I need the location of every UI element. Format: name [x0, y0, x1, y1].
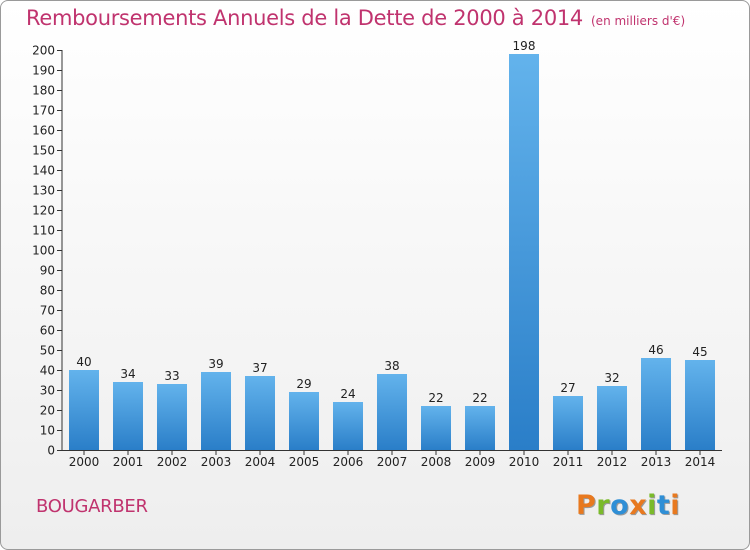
y-tick-label: 140: [32, 164, 55, 178]
logo-letter: i: [670, 490, 681, 521]
y-tick-label: 40: [40, 364, 55, 378]
x-tick-label-2005: 2005: [289, 455, 320, 469]
bar-2002: [157, 384, 187, 450]
chart-title-text: Remboursements Annuels de la Dette de 20…: [26, 6, 583, 30]
bar-2006: [333, 402, 363, 450]
logo-letter: x: [629, 490, 648, 521]
bar-2000: [69, 370, 99, 450]
value-label-2004: 37: [252, 361, 267, 375]
logo-letter: i: [647, 490, 657, 521]
bar-2007: [377, 374, 407, 450]
y-tick-label: 190: [32, 64, 55, 78]
x-tick-label-2004: 2004: [245, 455, 276, 469]
y-tick-label: 70: [40, 304, 55, 318]
bar-2005: [289, 392, 319, 450]
bar-2001: [113, 382, 143, 450]
value-label-2001: 34: [120, 367, 135, 381]
y-tick-label: 150: [32, 144, 55, 158]
x-tick-label-2009: 2009: [465, 455, 496, 469]
logo-letter: t: [656, 490, 671, 521]
x-tick-label-2003: 2003: [201, 455, 232, 469]
value-label-2012: 32: [604, 371, 619, 385]
y-axis: 0 10 20 30 40 50 60 70 80 90 100 110 120 130 140 150 160…: [32, 44, 63, 458]
value-label-2014: 45: [692, 345, 707, 359]
bar-2008: [421, 406, 451, 450]
y-tick-label: 160: [32, 124, 55, 138]
bar-2013: [641, 358, 671, 450]
bar-2011: [553, 396, 583, 450]
value-label-2011: 27: [560, 381, 575, 395]
y-tick-label: 0: [47, 444, 55, 458]
x-tick-label-2012: 2012: [597, 455, 628, 469]
y-tick-label: 20: [40, 404, 55, 418]
value-label-2006: 24: [340, 387, 355, 401]
logo-letter: r: [596, 490, 611, 521]
x-tick-label-2007: 2007: [377, 455, 408, 469]
y-tick-label: 130: [32, 184, 55, 198]
value-label-2013: 46: [648, 343, 663, 357]
x-tick-label-2002: 2002: [157, 455, 188, 469]
y-tick-label: 110: [32, 224, 55, 238]
chart-unit: (en milliers d'€): [591, 14, 686, 28]
bars: [69, 54, 715, 450]
commune-name: BOUGARBER: [36, 496, 148, 517]
x-tick-label-2014: 2014: [685, 455, 716, 469]
value-label-2003: 39: [208, 357, 223, 371]
proxiti-logo: Proxiti: [576, 490, 680, 521]
logo-letter: P: [576, 490, 597, 521]
y-tick-label: 80: [40, 284, 55, 298]
bar-2009: [465, 406, 495, 450]
x-tick-label-2011: 2011: [553, 455, 584, 469]
value-label-2002: 33: [164, 369, 179, 383]
bar-2012: [597, 386, 627, 450]
y-tick-label: 10: [40, 424, 55, 438]
x-axis: 2000 2001 2002 2003 2004 2005 2006 2007 2008 2009…: [62, 450, 722, 469]
bar-2010: [509, 54, 539, 450]
x-tick-label-2006: 2006: [333, 455, 364, 469]
value-label-2007: 38: [384, 359, 399, 373]
value-labels: 40 34 33 39 37 29 24 38 22 22 198 27 32 46 45: [76, 39, 707, 405]
value-label-2008: 22: [428, 391, 443, 405]
y-tick-label: 60: [40, 324, 55, 338]
y-tick-label: 90: [40, 264, 55, 278]
x-tick-label-2010: 2010: [509, 455, 540, 469]
value-label-2000: 40: [76, 355, 91, 369]
value-label-2005: 29: [296, 377, 311, 391]
x-tick-label-2013: 2013: [641, 455, 672, 469]
x-tick-label-2001: 2001: [113, 455, 144, 469]
y-tick-label: 200: [32, 44, 55, 58]
chart-title: Remboursements Annuels de la Dette de 20…: [26, 6, 685, 30]
x-tick-label-2000: 2000: [69, 455, 100, 469]
value-label-2009: 22: [472, 391, 487, 405]
x-tick-label-2008: 2008: [421, 455, 452, 469]
y-tick-label: 50: [40, 344, 55, 358]
bar-2014: [685, 360, 715, 450]
y-tick-label: 170: [32, 104, 55, 118]
value-label-2010: 198: [513, 39, 536, 53]
y-tick-label: 180: [32, 84, 55, 98]
bar-2004: [245, 376, 275, 450]
y-tick-label: 30: [40, 384, 55, 398]
y-tick-label: 100: [32, 244, 55, 258]
bar-2003: [201, 372, 231, 450]
logo-letter: o: [610, 490, 630, 521]
y-tick-label: 120: [32, 204, 55, 218]
